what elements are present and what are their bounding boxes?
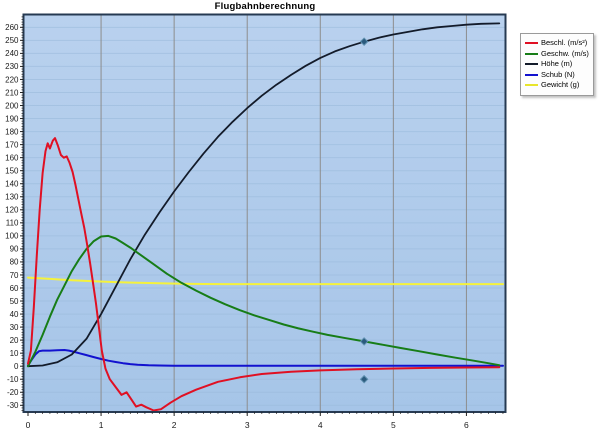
y-tick-label: 130 — [5, 193, 19, 202]
y-tick-label: 20 — [10, 336, 19, 345]
y-tick-label: 80 — [10, 258, 19, 267]
plot-background — [23, 14, 506, 412]
y-tick-label: 150 — [5, 166, 19, 175]
legend-item-label: Höhe (m) — [541, 59, 573, 69]
y-tick-label: 60 — [10, 284, 19, 293]
x-tick-label: 3 — [245, 420, 250, 430]
y-tick-label: 190 — [5, 114, 19, 123]
y-tick-label: 0 — [14, 362, 19, 371]
legend-color-dash — [525, 52, 538, 55]
data-point-marker[interactable] — [359, 337, 369, 346]
legend-item-label: Schub (N) — [541, 69, 575, 79]
series-line — [27, 137, 501, 412]
x-tick-label: 1 — [99, 420, 104, 430]
y-tick-label: 180 — [5, 127, 19, 136]
y-tick-label: 140 — [5, 180, 19, 189]
y-tick-label: 160 — [5, 153, 19, 162]
x-axis: 0 1 2 3 4 5 6 — [26, 412, 504, 430]
legend-item: Geschw. (m/s) — [525, 49, 591, 60]
legend-item-label: Geschw. (m/s) — [541, 48, 589, 58]
legend-item: Höhe (m) — [525, 59, 591, 70]
y-tick-label: -20 — [7, 388, 19, 397]
selected-point-markers[interactable] — [359, 37, 369, 384]
series-line — [27, 349, 504, 367]
y-tick-label: -30 — [7, 401, 19, 410]
x-tick-label: 0 — [26, 420, 31, 430]
legend-item: Gewicht (g) — [525, 80, 591, 91]
y-tick-label: 120 — [5, 206, 19, 215]
legend-item-label: Gewicht (g) — [541, 80, 580, 90]
x-tick-label: 4 — [318, 420, 323, 430]
legend-color-dash — [525, 73, 538, 76]
y-tick-label: 230 — [5, 62, 19, 71]
x-tick-label: 6 — [464, 420, 469, 430]
y-tick-label: 40 — [10, 310, 19, 319]
y-tick-label: 250 — [5, 36, 19, 45]
y-tick-label: 210 — [5, 88, 19, 97]
plot-border — [22, 13, 507, 413]
series-line — [27, 276, 504, 286]
y-tick-label: 220 — [5, 75, 19, 84]
y-tick-label: 90 — [10, 245, 19, 254]
y-tick-label: 260 — [5, 23, 19, 32]
y-tick-label: 110 — [6, 219, 19, 228]
y-tick-label: -10 — [7, 375, 19, 384]
x-tick-label: 2 — [172, 420, 177, 430]
series-lines — [27, 22, 504, 412]
y-tick-label: 30 — [10, 323, 19, 332]
y-axis: -30 -20 -10 0 10 20 30 40 50 60 70 80 90 100 110 120 130… — [5, 16, 24, 411]
series-line — [27, 234, 501, 368]
data-point-marker[interactable] — [359, 37, 369, 46]
legend: Beschl. (m/s²) Geschw. (m/s) Höhe (m) Schub… — [520, 33, 594, 96]
legend-color-dash — [525, 84, 538, 87]
legend-item-label: Beschl. (m/s²) — [541, 38, 588, 48]
x-tick-label: 5 — [391, 420, 396, 430]
y-tick-label: 50 — [10, 297, 19, 306]
legend-item: Beschl. (m/s²) — [525, 38, 591, 49]
data-point-marker[interactable] — [359, 374, 369, 384]
legend-item: Schub (N) — [525, 70, 591, 81]
y-tick-label: 240 — [5, 49, 19, 58]
y-tick-label: 70 — [10, 271, 19, 280]
legend-color-dash — [525, 42, 538, 45]
series-line — [27, 22, 501, 368]
y-tick-label: 10 — [10, 349, 19, 358]
y-tick-label: 100 — [5, 232, 19, 241]
legend-color-dash — [525, 63, 538, 66]
y-tick-label: 200 — [5, 101, 19, 110]
chart-title: Flugbahnberechnung — [214, 1, 316, 12]
y-tick-label: 170 — [5, 140, 19, 149]
